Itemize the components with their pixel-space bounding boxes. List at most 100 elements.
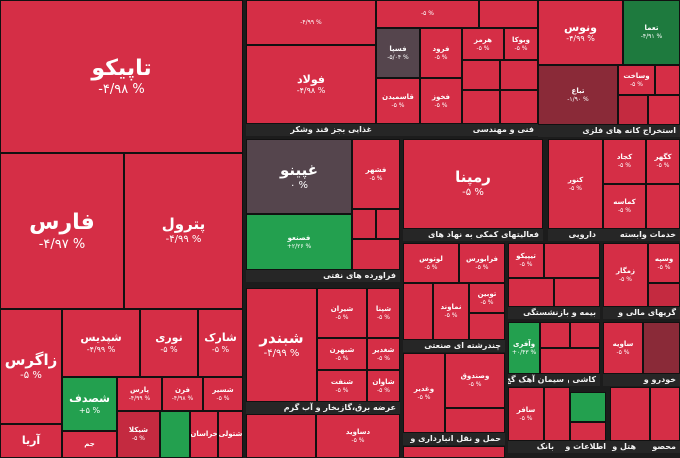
sector-label-telecom: اطلاعات و (558, 441, 610, 453)
treemap-tile-cement-small-3[interactable] (540, 348, 600, 374)
treemap-tile-petrol[interactable]: پترول -۴/۹۹ % (124, 153, 243, 309)
treemap-tile-fin-small[interactable] (648, 283, 680, 307)
treemap-tile-shikla[interactable]: شیکلا -۵ % (117, 411, 160, 458)
treemap-tile-shetoli[interactable]: شتولی (218, 411, 243, 458)
treemap-tile-ore-small-3[interactable] (648, 95, 680, 125)
treemap-tile-kajad[interactable]: کجاد -۵ % (603, 139, 646, 184)
treemap-tile-dasavad[interactable]: دساوید -۵ % (316, 414, 400, 458)
treemap-tile-fulad[interactable]: فولاد -۴/۹۸ % (246, 45, 376, 124)
treemap-tile-shamova[interactable]: شاوان -۵ % (367, 370, 400, 402)
sector-label-transport: حمل و نقل انبارداری و (403, 433, 505, 445)
treemap-tile-aria[interactable]: آریا (0, 424, 62, 458)
treemap-tile-fersan[interactable]: فرود -۵ % (420, 28, 462, 78)
treemap-tile-auto-small[interactable] (643, 322, 680, 374)
treemap-tile-frabors[interactable]: فرابورس -۵ % (459, 243, 505, 283)
treemap-tile-top-left-red[interactable]: -۴/۹۹ % (246, 0, 376, 45)
treemap-tile-paris[interactable]: پارس -۴/۹۹ % (117, 377, 162, 411)
treemap-tile-shapna[interactable]: شپنا -۵ % (367, 288, 400, 338)
sector-label-technical: فنی و مهندسی (376, 124, 538, 136)
treemap-tile-kanor[interactable]: کنور -۵ % (548, 139, 603, 229)
treemap-tile-kanaf[interactable]: تباع -۱/۹۰ % (538, 65, 618, 125)
sector-label-utility: عرضه برق،گازبخار و آب گرم (246, 402, 400, 414)
treemap-tile-fars[interactable]: فارس -۴/۹۷ % (0, 153, 124, 309)
treemap-tile-vanovsh[interactable]: ونوس -۴/۹۹ % (538, 0, 623, 65)
sector-label-insurance: بیمه و بازنشستگی (508, 307, 600, 319)
treemap-tile-kamanga[interactable]: کماسه -۵ % (603, 184, 646, 229)
treemap-tile-vaafari[interactable]: وآفری +۰/۴۳ % (508, 322, 540, 374)
sector-label-cement: سیمان آهک گچ (508, 374, 568, 386)
treemap-tile-kaghal[interactable]: کگهر -۵ % (646, 139, 680, 184)
treemap-tile-fanabshahr[interactable]: فشهر -۵ % (352, 139, 400, 209)
treemap-tile-fehamehr[interactable]: فخوز -۵ % (420, 78, 462, 124)
treemap-tile-tech-small-3[interactable] (500, 90, 538, 124)
sector-label-food: غذایی بجز قند وشکر (246, 124, 376, 136)
treemap-tile-auto-small-2[interactable] (650, 387, 680, 441)
treemap-tile-tile-small[interactable] (570, 422, 606, 441)
treemap-tile-jam[interactable]: جم (62, 431, 117, 458)
treemap-tile-fsanmo[interactable]: فصنعو +۲/۲۶ % (246, 214, 352, 270)
treemap-tile-faran[interactable]: فرن -۴/۹۸ % (162, 377, 203, 411)
treemap-tile-khorasan[interactable]: خراسان (190, 411, 218, 458)
treemap-tile-tanvin[interactable]: توبین -۵ % (469, 283, 505, 313)
treemap-tile-qamesla[interactable]: قاسمیدن -۵ % (376, 78, 420, 124)
treemap-tile-tech-small-1[interactable] (500, 60, 538, 90)
treemap-tile-khezamia[interactable] (610, 387, 650, 441)
treemap-tile-cement-small-4[interactable] (544, 387, 570, 441)
treemap-tile-ghamehr[interactable] (462, 60, 500, 90)
treemap-tile-lower-small-1[interactable] (403, 283, 433, 340)
treemap-tile-zamarad[interactable]: زمگار -۵ % (603, 243, 648, 307)
sector-label-hotel: هتل و (610, 441, 640, 453)
sector-label-multi-industry: چندرشته ای صنعتی (403, 340, 505, 352)
treemap-tile-shebandas[interactable]: شپدیس -۴/۹۹ % (62, 309, 140, 377)
treemap-tile-shahran[interactable]: شبهرن -۵ % (317, 338, 367, 370)
treemap-tile-tapiko2[interactable]: تیپیکو -۵ % (508, 243, 544, 278)
treemap-tile-shesabir[interactable]: شسیر -۵ % (203, 377, 243, 411)
treemap-tile-shasdaf[interactable]: شصدف +۵ % (62, 377, 117, 431)
sector-label-pharma: دارویی (548, 229, 600, 241)
treemap-tile-oil-small-3[interactable] (352, 239, 400, 270)
treemap-tile-ore-small-1[interactable] (655, 65, 680, 95)
treemap-tile-vagadir[interactable]: وغدیر -۵ % (403, 353, 445, 433)
treemap-tile-cement-small-2[interactable] (570, 322, 600, 348)
treemap-tile-lower-small-2[interactable] (469, 313, 505, 340)
treemap-tile-remapna[interactable]: رمپنا -۵ % (403, 139, 543, 229)
treemap-tile-nouri[interactable]: نوری -۵ % (140, 309, 198, 377)
treemap-tile-sharak[interactable]: شارک -۵ % (198, 309, 243, 377)
treemap-tile-vsakht[interactable]: وساخت -۵ % (618, 65, 655, 95)
treemap-tile-vatejarat[interactable] (445, 408, 505, 433)
treemap-tile-zagros[interactable]: زاگرس -۵ % (0, 309, 62, 424)
treemap-tile-taamah[interactable]: تعما -۴/۹۱ % (623, 0, 680, 65)
treemap-tile-tapiko[interactable]: تاپیکو -۴/۹۸ % (0, 0, 243, 153)
treemap-tile-ins-small-3[interactable] (554, 278, 600, 307)
treemap-tile-savavad[interactable]: ساویه -۵ % (603, 322, 643, 374)
treemap-tile-vanosh[interactable] (479, 0, 538, 28)
treemap-tile-ghasbi[interactable]: وبوکا -۵ % (504, 28, 538, 60)
treemap-tile-oil-small-1[interactable] (352, 209, 376, 239)
treemap-tile-shesaft[interactable]: شنفت -۵ % (317, 370, 367, 402)
treemap-tile-green-tile[interactable] (570, 392, 606, 422)
treemap-tile-shaghal[interactable]: شغدیر -۵ % (367, 338, 400, 370)
treemap-tile-pharma-small[interactable] (646, 184, 680, 229)
treemap-tile-sarbi[interactable]: سافر -۵ % (508, 387, 544, 441)
treemap-tile-kanoos[interactable]: نماوند -۵ % (433, 283, 469, 340)
treemap-tile-sheitand[interactable]: شبندر -۴/۹۹ % (246, 288, 317, 402)
treemap-tile-utility-bottom[interactable] (246, 414, 316, 458)
treemap-tile-ghabino[interactable]: غپینو ۰ % (246, 139, 352, 214)
treemap-tile-lotus[interactable]: لوتوس -۵ % (403, 243, 459, 283)
treemap-tile-green-small[interactable] (160, 411, 190, 458)
treemap-tile-ins-small-1[interactable] (544, 243, 600, 278)
treemap-tile-ore-small-2[interactable] (618, 95, 648, 125)
treemap-tile-shiran[interactable]: شیران -۵ % (317, 288, 367, 338)
treemap-tile-hormoz[interactable]: هرمز -۵ % (462, 28, 504, 60)
treemap-tile-vasdom[interactable]: وصندوق -۵ % (445, 353, 505, 408)
treemap-tile-vasna[interactable]: وسپه -۵ % (648, 243, 680, 283)
treemap-tile-oil-small-2[interactable] (376, 209, 400, 239)
treemap-tile-fameli[interactable]: -۵ % (376, 0, 479, 28)
treemap-tile-cement-small-1[interactable] (540, 322, 570, 348)
sector-label-finance: گریهای مالی و (603, 307, 680, 319)
treemap-tile-ins-small-2[interactable] (508, 278, 554, 307)
treemap-tile-tech-small-2[interactable] (462, 90, 500, 124)
treemap-tile-fesepahan[interactable]: فسپا -۵/۰۴ % (376, 28, 420, 78)
treemap-tile-haml[interactable] (403, 446, 505, 458)
